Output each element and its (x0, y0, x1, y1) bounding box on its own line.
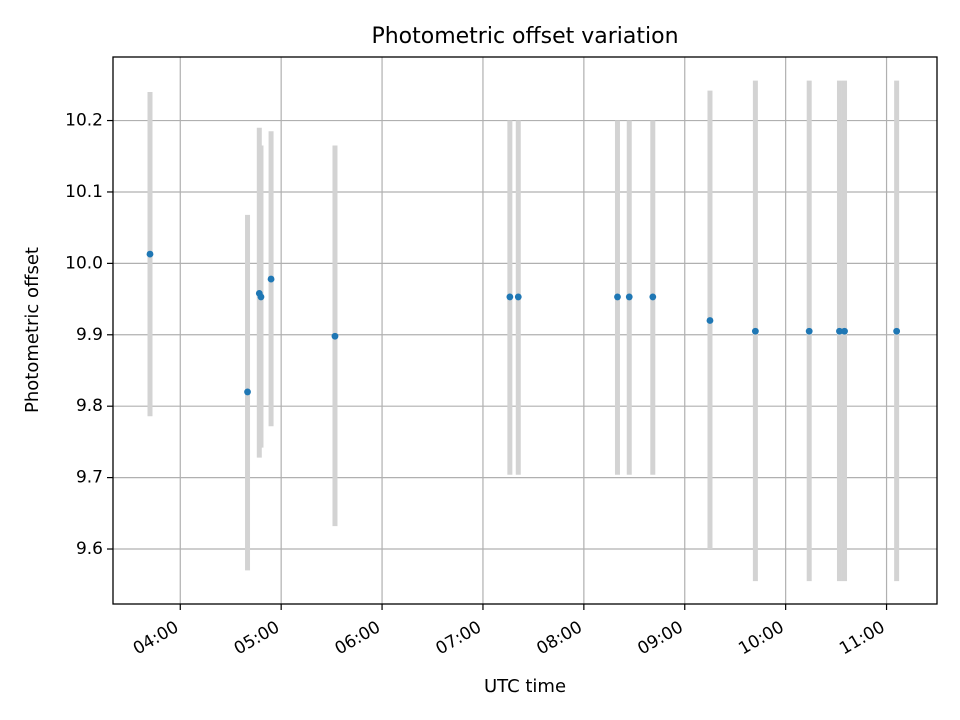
data-point (752, 328, 759, 335)
data-point (244, 389, 251, 396)
data-point (268, 276, 275, 283)
data-point (506, 294, 513, 301)
data-point (649, 294, 656, 301)
y-tick-label: 10.0 (65, 253, 103, 273)
data-point (893, 328, 900, 335)
y-tick-label: 9.9 (76, 325, 103, 345)
data-point (806, 328, 813, 335)
data-point (147, 251, 154, 258)
y-axis-label: Photometric offset (22, 247, 43, 413)
data-point (626, 294, 633, 301)
y-tick-label: 10.1 (65, 182, 103, 202)
data-point (515, 294, 522, 301)
data-point (841, 328, 848, 335)
plot-area (113, 57, 937, 604)
data-point (332, 333, 339, 340)
y-tick-label: 9.8 (76, 396, 103, 416)
x-axis-label: UTC time (484, 676, 566, 697)
data-point (614, 294, 621, 301)
data-point (707, 317, 714, 324)
data-point (258, 294, 265, 301)
y-tick-label: 9.7 (76, 468, 103, 488)
y-tick-label: 10.2 (65, 111, 103, 131)
chart-title: Photometric offset variation (371, 24, 678, 49)
y-tick-label: 9.6 (76, 539, 103, 559)
